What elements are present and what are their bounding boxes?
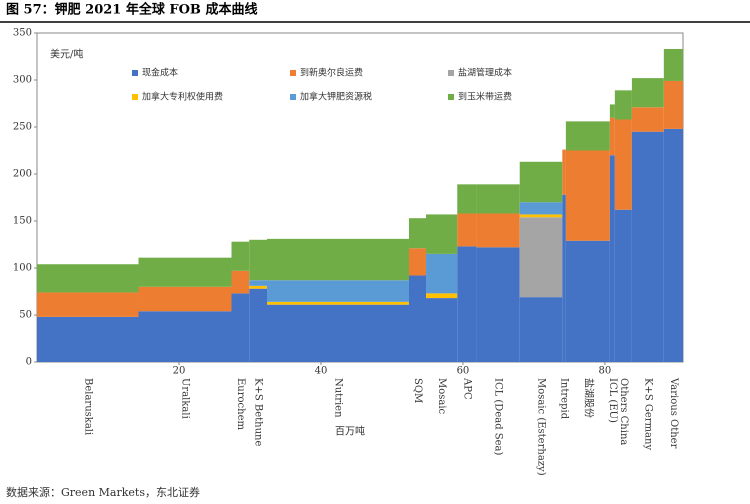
bar-segment <box>519 214 563 218</box>
category-label: Uralkali <box>180 378 191 419</box>
y-tick-label: 50 <box>19 310 32 321</box>
bar-segment <box>37 264 139 293</box>
bar-segment <box>663 128 683 362</box>
bar-segment <box>562 194 566 362</box>
y-tick-label: 150 <box>13 216 32 227</box>
x-tick-label: 60 <box>457 366 470 377</box>
category-label: Mosaic <box>436 378 447 415</box>
legend-swatch <box>448 70 454 76</box>
legend-label: 加拿大专利权使用费 <box>142 91 223 103</box>
bar-segment <box>408 248 427 276</box>
bar-segment <box>249 280 268 286</box>
category-label: SQM <box>412 378 423 403</box>
bar-segment <box>267 238 409 281</box>
legend-swatch <box>132 70 138 76</box>
chart-title: 图 57：钾肥 2021 年全球 FOB 成本曲线 <box>6 2 257 18</box>
bar-segment <box>609 104 615 118</box>
legend-swatch <box>132 94 138 100</box>
legend-label: 到新奥尔良运费 <box>300 67 363 79</box>
bar-segment <box>249 288 268 362</box>
bar-segment <box>267 304 409 362</box>
bar-segment <box>663 48 683 81</box>
bar-segment <box>426 214 458 254</box>
source: 数据来源：Green Markets，东北证券 <box>6 485 200 499</box>
x-axis-label: 百万吨 <box>335 425 365 438</box>
bar-segment <box>565 121 610 151</box>
bar-segment <box>267 301 409 305</box>
bar-segment <box>231 241 250 271</box>
legend-swatch <box>290 70 296 76</box>
bar-segment <box>519 161 563 203</box>
y-tick-label: 300 <box>13 75 32 86</box>
y-tick-label: 200 <box>13 169 32 180</box>
bar-segment <box>426 293 458 299</box>
bar-segment <box>663 80 683 129</box>
bar-segment <box>565 240 610 362</box>
bar-segment <box>519 297 563 362</box>
bar-segment <box>457 184 477 214</box>
y-tick-label: 250 <box>13 122 32 133</box>
y-tick-label: 0 <box>26 357 32 368</box>
bar-segment <box>614 209 632 362</box>
bar-segment <box>37 292 139 317</box>
bar-segment <box>231 293 250 362</box>
legend-label: 到玉米带运费 <box>458 91 512 103</box>
category-label: Mosaic (Esterhazy) <box>536 378 547 476</box>
bar-segment <box>138 311 232 362</box>
category-label: Belaruskali <box>82 378 93 435</box>
category-label: 盐湖股份 <box>582 378 595 418</box>
category-label: Others China <box>618 378 629 445</box>
bar-segment <box>249 285 268 289</box>
bar-segment <box>631 107 664 132</box>
y-tick-label: 350 <box>13 28 32 39</box>
bar-segment <box>138 257 232 287</box>
bar-segment <box>614 119 632 210</box>
bar-segment <box>408 218 427 249</box>
x-tick-label: 80 <box>599 366 612 377</box>
legend-label: 加拿大钾肥资源税 <box>300 91 372 103</box>
bar-segment <box>267 280 409 302</box>
category-label: ICL (EU) <box>607 378 618 423</box>
bar-segment <box>476 247 520 362</box>
bar-segment <box>565 150 610 241</box>
bar-segment <box>562 149 566 195</box>
x-tick-label: 20 <box>173 366 186 377</box>
legend-swatch <box>448 94 454 100</box>
category-label: APC <box>461 377 472 400</box>
y-tick-label: 100 <box>13 263 32 274</box>
category-label: K+S Germany <box>642 378 653 450</box>
bar-segment <box>408 275 427 362</box>
bar-segment <box>426 253 458 294</box>
category-label: Eurochem <box>235 378 246 431</box>
bar-segment <box>519 217 563 298</box>
category-label: Nutrien <box>332 378 343 418</box>
bar-segment <box>631 78 664 108</box>
category-label: Intrepid <box>559 378 570 420</box>
bar-segment <box>476 184 520 214</box>
bar-segment <box>614 90 632 120</box>
bar-segment <box>519 202 563 215</box>
category-label: K+S Bethune <box>253 378 264 446</box>
bar-segment <box>609 155 615 362</box>
category-label: Various Other <box>668 377 679 449</box>
bar-segment <box>457 213 477 247</box>
bar-segment <box>138 286 232 312</box>
bar-segment <box>249 239 268 281</box>
bar-segment <box>426 298 458 362</box>
category-label: ICL (Dead Sea) <box>493 378 504 456</box>
bar-segment <box>37 316 139 362</box>
legend-label: 现金成本 <box>142 67 178 79</box>
bar-segment <box>457 246 477 362</box>
bar-segment <box>631 131 664 362</box>
y-axis-label: 美元/吨 <box>50 48 83 61</box>
legend-label: 盐湖管理成本 <box>458 67 512 79</box>
legend-swatch <box>290 94 296 100</box>
bar-segment <box>476 213 520 248</box>
x-tick-label: 40 <box>315 366 328 377</box>
bar-segment <box>231 270 250 294</box>
bar-segment <box>609 117 615 156</box>
